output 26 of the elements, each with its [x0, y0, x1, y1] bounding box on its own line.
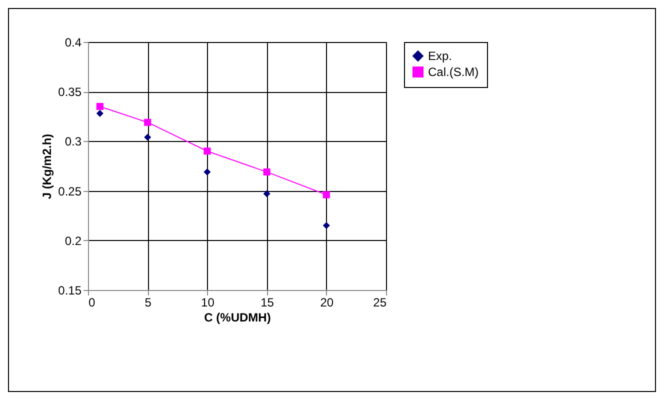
legend-label: Exp. — [428, 49, 452, 63]
x-tick-label: 10 — [201, 296, 215, 310]
y-tick-label: 0.35 — [58, 85, 82, 100]
x-tick-label: 0 — [88, 296, 96, 310]
legend-label: Cal.(S.M) — [428, 65, 479, 79]
x-tick-label: 25 — [373, 296, 387, 310]
y-axis-title: J (Kg/m2.h) — [40, 134, 54, 200]
y-tick-label: 0.2 — [64, 234, 82, 248]
x-tick-label: 5 — [144, 296, 152, 310]
point — [322, 191, 330, 198]
point — [144, 134, 152, 141]
point — [204, 148, 211, 155]
y-tick-label: 0.15 — [58, 284, 82, 298]
point — [144, 118, 152, 126]
point — [263, 190, 270, 198]
point — [96, 102, 104, 110]
point — [263, 168, 270, 176]
point — [322, 222, 330, 230]
y-tick-label: 0.3 — [64, 134, 82, 149]
y-tick-label: 0.25 — [58, 184, 82, 198]
x-axis-title: C (%UDMH) — [204, 310, 271, 324]
point — [204, 168, 211, 176]
x-tick-label: 15 — [260, 296, 274, 310]
x-tick-label: 20 — [320, 296, 334, 310]
y-tick-label: 0.4 — [64, 36, 82, 50]
point — [96, 110, 104, 117]
